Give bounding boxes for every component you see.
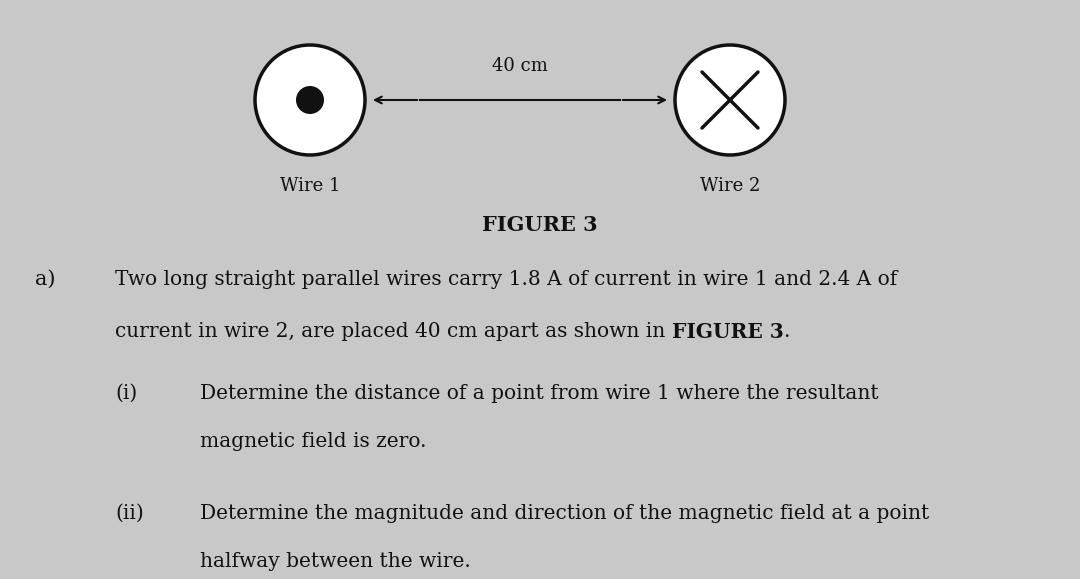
Text: current in wire 2, are placed 40 cm apart as shown in: current in wire 2, are placed 40 cm apar… (114, 322, 672, 341)
Text: 40 cm: 40 cm (492, 57, 548, 75)
Text: .: . (783, 322, 789, 341)
Circle shape (255, 45, 365, 155)
Text: (ii): (ii) (114, 504, 144, 523)
Text: Wire 1: Wire 1 (280, 177, 340, 195)
Circle shape (675, 45, 785, 155)
Text: a): a) (35, 270, 55, 289)
Text: (i): (i) (114, 384, 137, 403)
Text: Wire 2: Wire 2 (700, 177, 760, 195)
Text: Determine the magnitude and direction of the magnetic field at a point: Determine the magnitude and direction of… (200, 504, 929, 523)
Text: FIGURE 3: FIGURE 3 (482, 215, 598, 235)
Text: Two long straight parallel wires carry 1.8 A of current in wire 1 and 2.4 A of: Two long straight parallel wires carry 1… (114, 270, 897, 289)
Circle shape (296, 86, 324, 114)
Text: Determine the distance of a point from wire 1 where the resultant: Determine the distance of a point from w… (200, 384, 879, 403)
Text: magnetic field is zero.: magnetic field is zero. (200, 432, 427, 451)
Text: FIGURE 3: FIGURE 3 (672, 322, 783, 342)
Text: halfway between the wire.: halfway between the wire. (200, 552, 471, 571)
